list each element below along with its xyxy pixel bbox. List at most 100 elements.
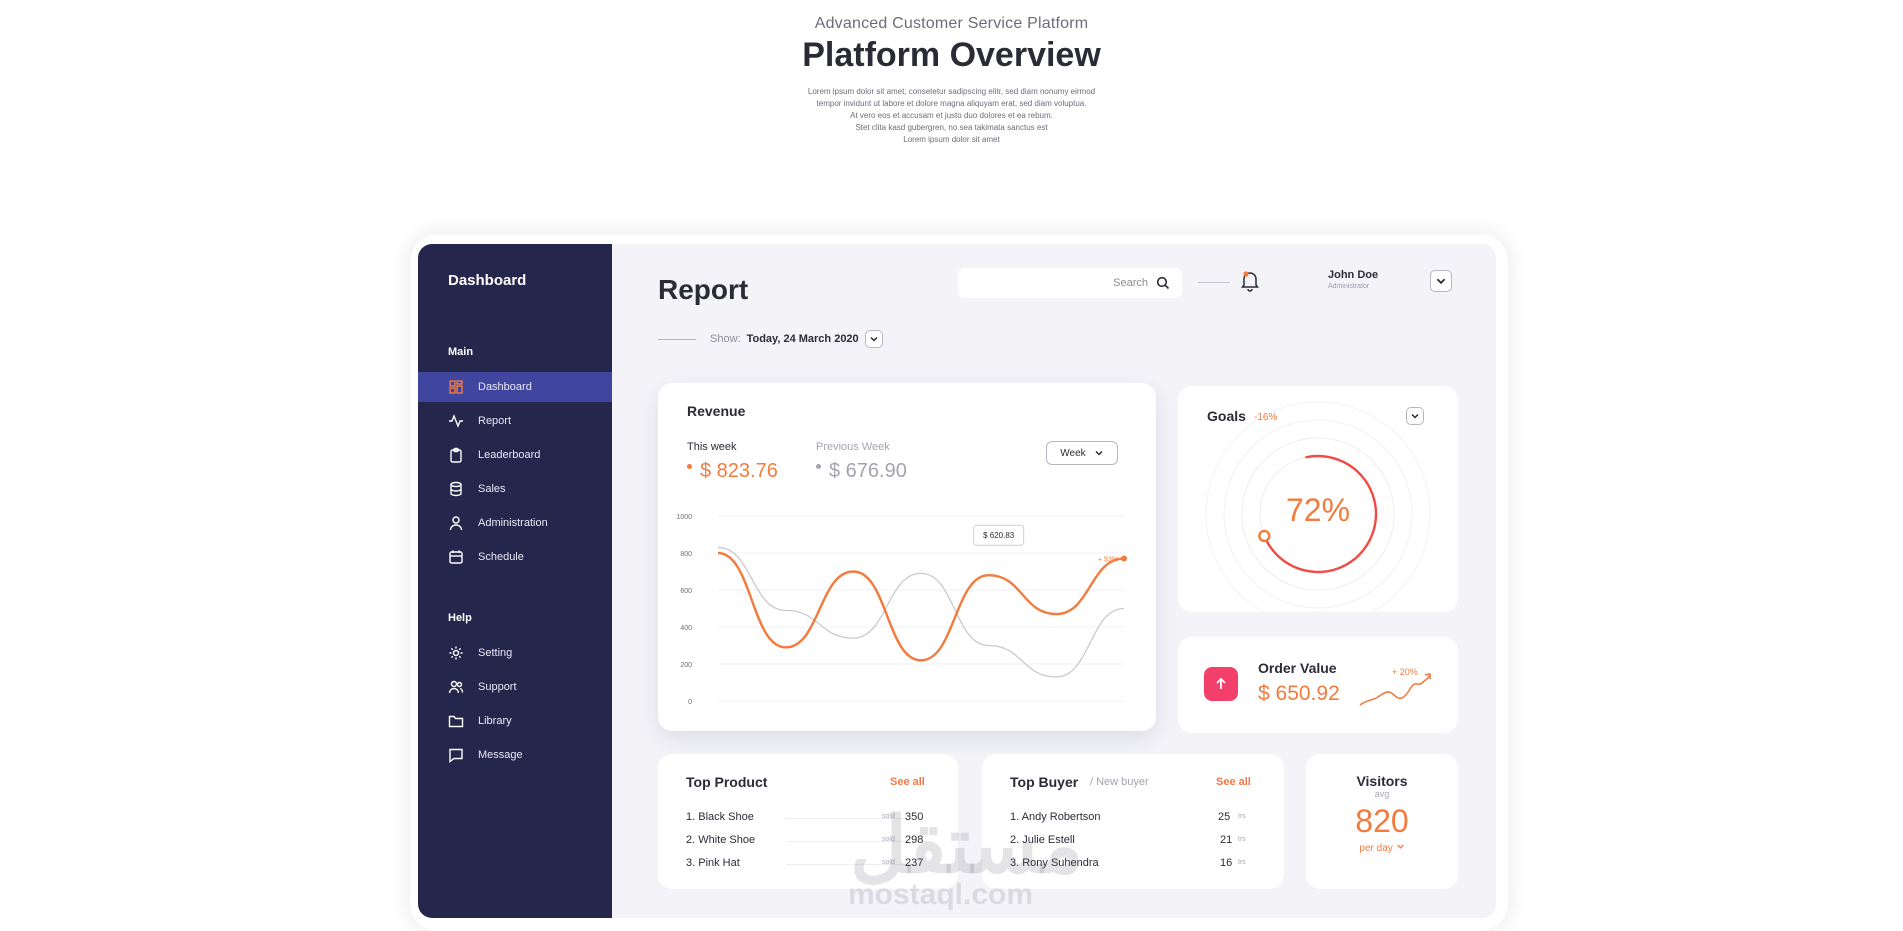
product-unit: sold	[882, 836, 895, 843]
visitors-value: 820	[1355, 803, 1409, 839]
watermark-logo: مستقل	[850, 801, 1084, 889]
top-buyer-card: Top Buyer / New buyer See all 1. Andy Ro…	[982, 754, 1284, 889]
product-row[interactable]: 2. White Shoe sold 298	[686, 834, 930, 848]
y-tick-label: 400	[680, 625, 692, 632]
sidebar-item-setting[interactable]: Setting	[418, 638, 612, 668]
y-tick-label: 1000	[676, 514, 692, 521]
main-content: Report Show: Today, 24 March 2020 Search…	[612, 244, 1496, 918]
tooltip-value: $ 620.83	[983, 531, 1015, 540]
message-icon	[449, 748, 463, 763]
sidebar-item-support[interactable]: Support	[418, 672, 612, 702]
change-label: + 53%	[1098, 557, 1118, 564]
product-sold: 237	[905, 857, 924, 869]
y-tick-label: 600	[680, 588, 692, 595]
divider	[1198, 282, 1230, 283]
revenue-chart: 10008006004002000SunMonTueWedThuFriSat+ …	[676, 514, 1127, 706]
revenue-title: Revenue	[687, 403, 746, 419]
visitors-period-dropdown[interactable]: per day	[1306, 842, 1458, 854]
buyer-row[interactable]: 2. Julie Estell 21 trs	[1010, 834, 1256, 848]
period-label: Week	[1060, 447, 1086, 459]
search-input[interactable]: Search	[958, 268, 1182, 298]
end-point	[1121, 555, 1127, 562]
product-row[interactable]: 3. Pink Hat sold 237	[686, 857, 930, 871]
buyer-row[interactable]: 3. Rony Suhendra 16 trs	[1010, 857, 1256, 871]
sidebar-item-schedule[interactable]: Schedule	[418, 542, 612, 572]
user-profile[interactable]: John Doe Administrator	[1328, 269, 1378, 290]
visitors-card: Visitors avg 820 per day	[1306, 754, 1458, 889]
date-dropdown-button[interactable]	[864, 330, 883, 348]
sidebar: Dashboard Main Dashboard Report Leaderbo…	[418, 244, 612, 918]
order-value-change: + 20%	[1392, 667, 1418, 677]
buyer-name: 1. Andy Robertson	[1010, 811, 1101, 823]
sidebar-section-help: Help	[448, 612, 472, 624]
sidebar-item-sales[interactable]: Sales	[418, 474, 612, 504]
sidebar-item-report[interactable]: Report	[418, 406, 612, 436]
buyer-row[interactable]: 1. Andy Robertson 25 trs	[1010, 811, 1256, 825]
sidebar-item-label: Setting	[478, 647, 513, 659]
buyer-count: 25	[1218, 811, 1231, 823]
buyer-count: 16	[1220, 857, 1233, 869]
search-icon[interactable]	[1156, 276, 1170, 290]
product-name: 1. Black Shoe	[686, 811, 754, 823]
sidebar-item-label: Schedule	[478, 551, 524, 563]
sidebar-item-label: Administration	[478, 517, 548, 529]
user-menu-button[interactable]	[1430, 270, 1452, 292]
sidebar-item-label: Library	[478, 715, 512, 727]
previous-week-value: $ 676.90	[816, 460, 907, 483]
hero-line: Lorem ipsum dolor sit amet, consetetur s…	[807, 87, 1096, 96]
goals-title: Goals	[1207, 408, 1246, 424]
row-divider	[786, 818, 906, 819]
top-buyer-see-all-link[interactable]: See all	[1216, 776, 1251, 788]
top-product-see-all-link[interactable]: See all	[890, 776, 925, 788]
product-sold: 350	[905, 811, 924, 823]
user-role: Administrator	[1328, 283, 1370, 290]
show-date[interactable]: Today, 24 March 2020	[746, 333, 859, 345]
sidebar-item-dashboard[interactable]: Dashboard	[418, 372, 612, 402]
visitors-title: Visitors	[1356, 773, 1408, 789]
hero-line: Stet clita kasd gubergren, no sea takima…	[855, 123, 1048, 132]
product-unit: sold	[882, 813, 895, 820]
product-name: 3. Pink Hat	[686, 857, 740, 869]
sidebar-item-label: Leaderboard	[478, 449, 541, 461]
grid-icon	[449, 380, 463, 394]
user-name: John Doe	[1328, 269, 1379, 281]
series-line-previous-week	[717, 546, 1125, 678]
buyer-name: 3. Rony Suhendra	[1010, 857, 1099, 869]
y-tick-label: 0	[688, 699, 692, 706]
database-icon	[450, 481, 462, 497]
activity-icon	[449, 414, 463, 428]
legend-dot	[687, 464, 692, 469]
goals-dropdown-button[interactable]	[1406, 407, 1424, 425]
product-row[interactable]: 1. Black Shoe sold 350	[686, 811, 930, 825]
sidebar-brand[interactable]: Dashboard	[448, 272, 527, 289]
period-dropdown[interactable]: Week	[1046, 441, 1118, 465]
hero-line: tempor invidunt ut labore et dolore magn…	[816, 99, 1087, 108]
sidebar-item-label: Sales	[478, 483, 506, 495]
row-divider	[786, 864, 906, 865]
hero-description: Lorem ipsum dolor sit amet, consetetur s…	[0, 86, 1903, 146]
previous-week-amount: $ 676.90	[829, 460, 907, 482]
hero-line: At vero eos et accusam et justo duo dolo…	[850, 111, 1053, 120]
chevron-down-icon	[1411, 413, 1419, 419]
revenue-card: Revenue This week $ 823.76 Previous Week…	[658, 383, 1156, 731]
previous-week-label: Previous Week	[816, 441, 890, 453]
goal-progress-knob	[1258, 529, 1271, 543]
y-tick-label: 200	[680, 662, 692, 669]
top-product-card: Top Product See all 1. Black Shoe sold 3…	[658, 754, 958, 889]
goals-rings	[1205, 401, 1431, 612]
bell-icon[interactable]	[1240, 270, 1260, 292]
sidebar-item-administration[interactable]: Administration	[418, 508, 612, 538]
row-divider	[786, 841, 906, 842]
date-filter: Show: Today, 24 March 2020	[658, 330, 883, 348]
chevron-down-icon	[1095, 450, 1103, 456]
sidebar-item-library[interactable]: Library	[418, 706, 612, 736]
arrow-up-badge	[1204, 667, 1238, 701]
sidebar-item-message[interactable]: Message	[418, 740, 612, 770]
sidebar-section-main: Main	[448, 346, 474, 358]
hero-line: Lorem ipsum dolor sit amet	[903, 135, 1000, 144]
buyer-unit: trs	[1238, 859, 1246, 866]
visitors-sub: avg	[1374, 789, 1390, 799]
sidebar-item-label: Dashboard	[478, 381, 532, 393]
chevron-down-icon	[1436, 278, 1446, 285]
sidebar-item-leaderboard[interactable]: Leaderboard	[418, 440, 612, 470]
